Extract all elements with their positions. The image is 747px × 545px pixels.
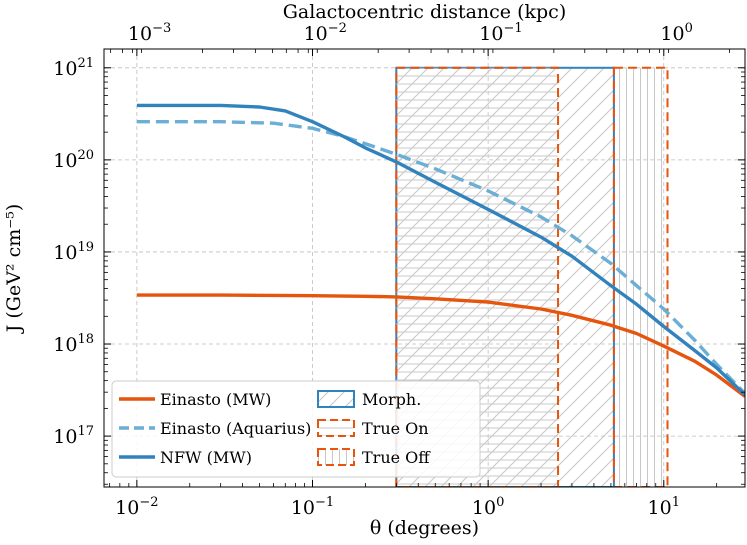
legend-label: True On	[362, 419, 429, 438]
top-x-tick-label: 10−3	[128, 21, 171, 45]
plot-frame	[103, 48, 746, 488]
legend-label: Einasto (MW)	[160, 390, 271, 409]
top-x-tick-label: 10−2	[304, 21, 347, 45]
legend-swatch	[317, 419, 355, 437]
legend-label: True Off	[362, 448, 431, 467]
x-tick-label: 101	[648, 495, 680, 519]
y-tick-label: 1021	[53, 56, 94, 80]
legend-box	[111, 380, 481, 478]
region-true-off-fill	[613, 67, 668, 487]
legend-swatch-fill	[318, 420, 354, 436]
top-x-tick-label: 100	[660, 21, 692, 45]
y-tick-label: 1019	[53, 240, 94, 264]
data-series	[136, 103, 745, 398]
series-line-1	[136, 119, 745, 395]
legend-label: NFW (MW)	[160, 448, 252, 467]
legend-label: Einasto (Aquarius)	[160, 419, 311, 438]
legend: Einasto (MW) Einasto (Aquarius) NFW (MW) Mo…	[111, 380, 481, 478]
legend-swatch	[317, 390, 355, 408]
legend-label: Morph.	[362, 390, 421, 409]
y-axis-title: J (GeV² cm⁻⁵)	[3, 204, 25, 335]
y-tick-label: 1018	[53, 332, 94, 356]
legend-swatch-fill	[318, 391, 354, 407]
x-tick-label: 100	[472, 495, 504, 519]
legend-swatch	[317, 448, 355, 466]
x-tick-label: 10−2	[115, 495, 158, 519]
region-true-off-edge	[612, 66, 669, 487]
top-x-tick-label: 10−1	[479, 21, 522, 45]
series-line-2	[136, 103, 745, 397]
y-tick-label: 1017	[53, 424, 94, 448]
series-line-0	[136, 293, 745, 398]
y-tick-label: 1020	[53, 148, 94, 172]
axis-ticks: 10−2 10−1 100 101 10−3 10−2 10−1 100 1017 1018 101…	[53, 21, 745, 519]
legend-swatch-fill	[318, 449, 354, 465]
region-true-on-edge	[395, 66, 560, 487]
top-x-axis-title: Galactocentric distance (kpc)	[283, 1, 566, 23]
x-axis-title: θ (degrees)	[370, 517, 479, 539]
hatched-regions	[395, 66, 669, 487]
x-tick-label: 10−1	[291, 495, 334, 519]
